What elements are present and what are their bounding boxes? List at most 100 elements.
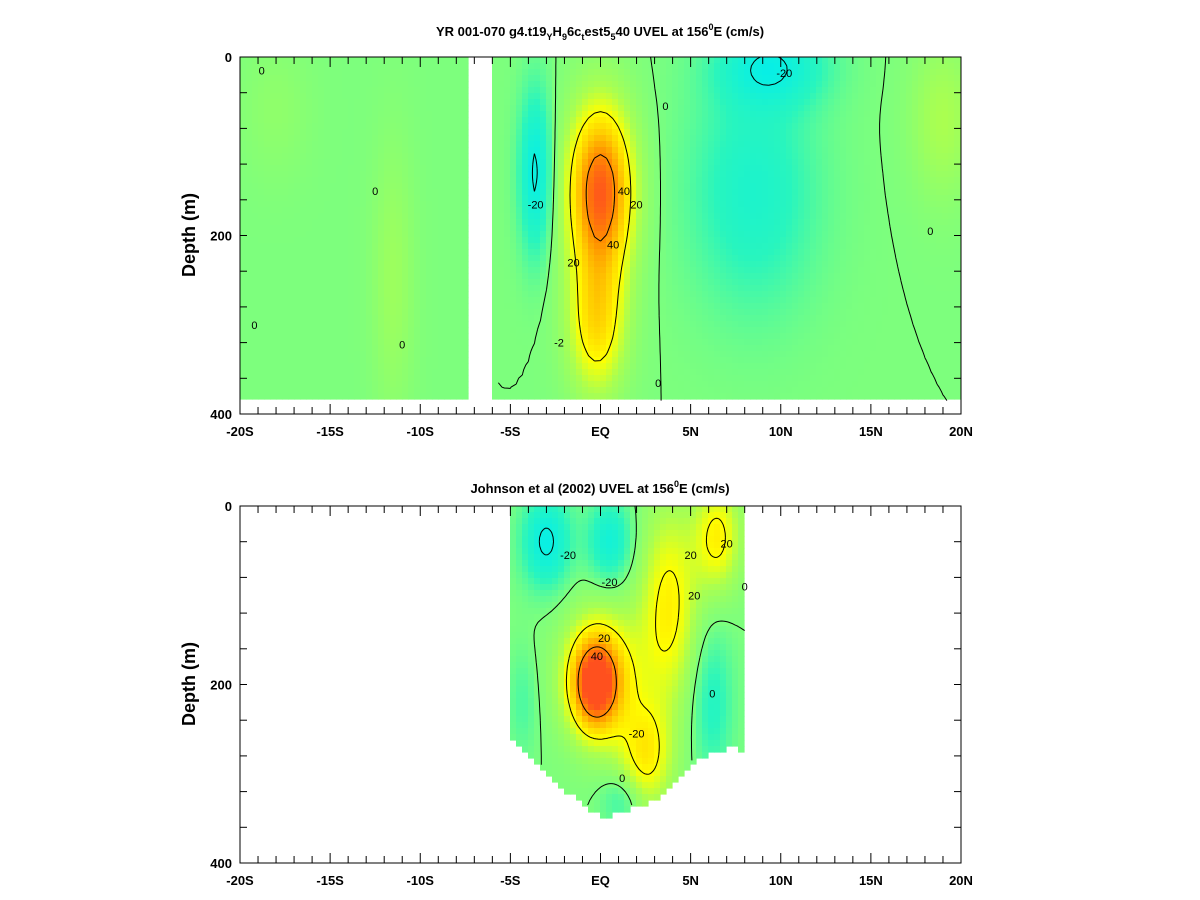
field-cell bbox=[576, 387, 583, 394]
field-cell bbox=[318, 309, 325, 316]
field-cell bbox=[312, 393, 319, 400]
field-cell bbox=[558, 171, 565, 178]
field-cell bbox=[456, 135, 463, 142]
field-cell bbox=[252, 63, 259, 70]
field-cell bbox=[390, 93, 397, 100]
field-cell bbox=[696, 369, 703, 376]
field-cell bbox=[708, 111, 715, 118]
field-cell bbox=[528, 129, 535, 136]
field-cell bbox=[294, 321, 301, 328]
field-cell bbox=[510, 345, 517, 352]
field-cell bbox=[282, 309, 289, 316]
field-cell bbox=[360, 123, 367, 130]
field-cell bbox=[714, 153, 721, 160]
field-cell bbox=[354, 129, 361, 136]
field-cell bbox=[558, 195, 565, 202]
field-cell bbox=[426, 117, 433, 124]
field-cell bbox=[720, 75, 727, 82]
field-cell bbox=[564, 387, 571, 394]
field-cell bbox=[696, 69, 703, 76]
field-cell bbox=[336, 393, 343, 400]
field-cell bbox=[510, 207, 517, 214]
field-cell bbox=[384, 207, 391, 214]
field-cell bbox=[594, 321, 601, 328]
field-cell bbox=[306, 57, 313, 64]
field-cell bbox=[780, 81, 787, 88]
field-cell bbox=[372, 309, 379, 316]
field-cell bbox=[246, 225, 253, 232]
field-cell bbox=[762, 129, 769, 136]
field-cell bbox=[540, 189, 547, 196]
field-cell bbox=[618, 291, 625, 298]
field-cell bbox=[684, 75, 691, 82]
field-cell bbox=[756, 81, 763, 88]
field-cell bbox=[402, 249, 409, 256]
field-cell bbox=[462, 69, 469, 76]
field-cell bbox=[516, 333, 523, 340]
field-cell bbox=[780, 363, 787, 370]
field-cell bbox=[390, 213, 397, 220]
field-cell bbox=[738, 183, 745, 190]
field-cell bbox=[318, 255, 325, 262]
field-cell bbox=[336, 225, 343, 232]
field-cell bbox=[738, 171, 745, 178]
field-cell bbox=[408, 363, 415, 370]
field-cell bbox=[744, 273, 751, 280]
field-cell bbox=[606, 105, 613, 112]
field-cell bbox=[654, 171, 661, 178]
field-cell bbox=[606, 279, 613, 286]
field-cell bbox=[690, 249, 697, 256]
field-cell bbox=[684, 339, 691, 346]
field-cell bbox=[594, 177, 601, 184]
field-cell bbox=[378, 57, 385, 64]
field-cell bbox=[744, 249, 751, 256]
field-cell bbox=[546, 273, 553, 280]
field-cell bbox=[390, 237, 397, 244]
field-cell bbox=[588, 267, 595, 274]
field-cell bbox=[372, 63, 379, 70]
field-cell bbox=[366, 135, 373, 142]
field-cell bbox=[678, 339, 685, 346]
field-cell bbox=[336, 93, 343, 100]
field-cell bbox=[564, 219, 571, 226]
field-cell bbox=[576, 81, 583, 88]
field-cell bbox=[366, 333, 373, 340]
field-cell bbox=[750, 303, 757, 310]
field-cell bbox=[714, 225, 721, 232]
field-cell bbox=[540, 345, 547, 352]
field-cell bbox=[282, 63, 289, 70]
field-cell bbox=[600, 351, 607, 358]
field-cell bbox=[636, 201, 643, 208]
field-cell bbox=[702, 93, 709, 100]
field-cell bbox=[768, 291, 775, 298]
field-cell bbox=[372, 249, 379, 256]
field-cell bbox=[456, 279, 463, 286]
field-cell bbox=[336, 195, 343, 202]
field-cell bbox=[642, 369, 649, 376]
field-cell bbox=[462, 261, 469, 268]
field-cell bbox=[618, 303, 625, 310]
field-cell bbox=[738, 279, 745, 286]
field-cell bbox=[318, 315, 325, 322]
field-cell bbox=[624, 255, 631, 262]
field-cell bbox=[270, 303, 277, 310]
field-cell bbox=[732, 309, 739, 316]
field-cell bbox=[588, 321, 595, 328]
field-cell bbox=[774, 189, 781, 196]
field-cell bbox=[726, 333, 733, 340]
field-cell bbox=[582, 273, 589, 280]
field-cell bbox=[582, 111, 589, 118]
field-cell bbox=[648, 327, 655, 334]
field-cell bbox=[582, 201, 589, 208]
field-cell bbox=[354, 261, 361, 268]
field-cell bbox=[360, 279, 367, 286]
field-cell bbox=[534, 351, 541, 358]
field-cell bbox=[426, 237, 433, 244]
field-cell bbox=[414, 219, 421, 226]
field-cell bbox=[774, 105, 781, 112]
field-cell bbox=[786, 177, 793, 184]
field-cell bbox=[432, 63, 439, 70]
field-cell bbox=[366, 237, 373, 244]
field-cell bbox=[300, 153, 307, 160]
field-cell bbox=[258, 159, 265, 166]
